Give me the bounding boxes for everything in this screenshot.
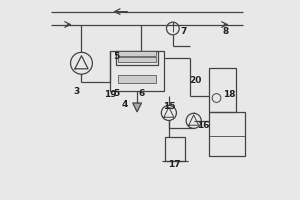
Text: 4: 4 xyxy=(121,100,127,109)
Text: 5: 5 xyxy=(113,52,119,61)
Text: 3: 3 xyxy=(74,87,80,96)
Bar xyxy=(208,112,245,156)
Bar xyxy=(118,51,156,56)
Bar xyxy=(110,51,164,91)
Bar xyxy=(165,137,185,161)
Text: 16: 16 xyxy=(197,121,209,130)
Bar xyxy=(208,68,236,112)
Text: 15: 15 xyxy=(163,102,175,111)
Polygon shape xyxy=(133,103,142,112)
Text: 5: 5 xyxy=(113,89,119,98)
Bar xyxy=(116,51,158,65)
Bar xyxy=(118,57,156,62)
Text: 18: 18 xyxy=(224,90,236,99)
Text: 19: 19 xyxy=(104,90,117,99)
Text: 17: 17 xyxy=(168,160,181,169)
Text: 20: 20 xyxy=(190,76,202,85)
Bar xyxy=(118,75,156,83)
Text: 7: 7 xyxy=(181,27,187,36)
Text: 6: 6 xyxy=(138,89,144,98)
Text: 8: 8 xyxy=(223,27,229,36)
